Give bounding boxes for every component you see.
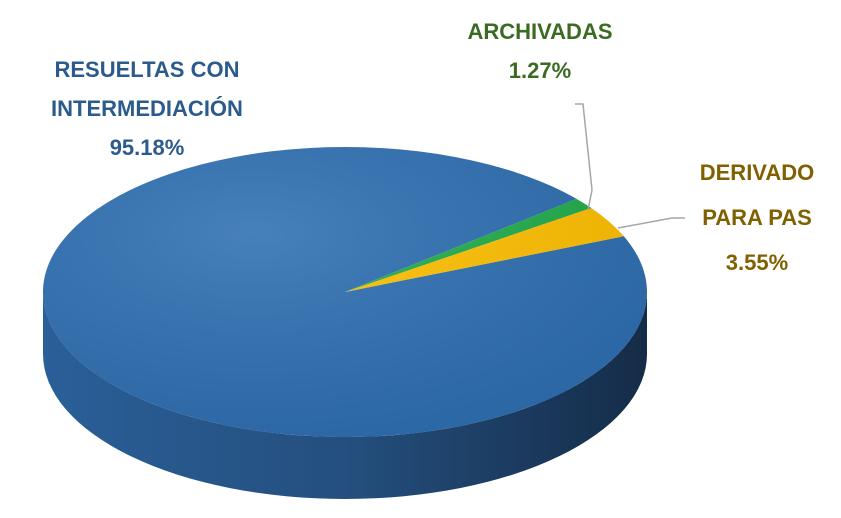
value-label: 3.55%: [725, 250, 789, 275]
slice-side: [43, 292, 647, 499]
leader-line: [617, 217, 685, 229]
value-label: 1.27%: [508, 58, 572, 83]
value-label: 95.18%: [109, 135, 185, 160]
pie: [43, 147, 647, 499]
category-label: ARCHIVADAS: [467, 19, 613, 44]
category-label: RESUELTAS CON INTERMEDIACIÓN: [51, 57, 243, 121]
slice: [43, 147, 647, 438]
slice-label: RESUELTAS CON INTERMEDIACIÓN 95.18%: [17, 50, 277, 167]
slice-label: DERIVADO PARA PAS 3.55%: [682, 150, 832, 285]
leader-line: [575, 103, 593, 211]
slice-label: ARCHIVADAS 1.27%: [440, 12, 640, 90]
category-label: DERIVADO PARA PAS: [699, 160, 815, 230]
